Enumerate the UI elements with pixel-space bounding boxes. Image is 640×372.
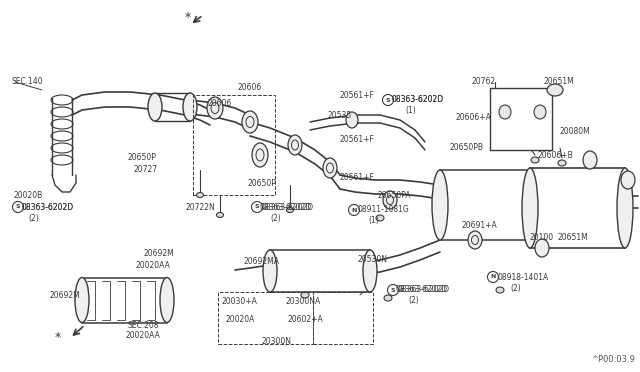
Text: *: * — [55, 331, 61, 344]
Ellipse shape — [621, 171, 635, 189]
Ellipse shape — [287, 208, 294, 212]
Text: S: S — [255, 205, 259, 209]
Ellipse shape — [207, 97, 223, 119]
Bar — [490, 88, 552, 150]
Text: S: S — [390, 288, 396, 292]
Text: 20651M: 20651M — [558, 234, 589, 243]
Text: 08363-6202D: 08363-6202D — [397, 285, 449, 295]
Text: 20727: 20727 — [133, 166, 157, 174]
Text: 20300NA: 20300NA — [285, 298, 320, 307]
Text: 08363-6202D: 08363-6202D — [392, 96, 444, 105]
Text: (2): (2) — [270, 214, 281, 222]
Ellipse shape — [252, 143, 268, 167]
Text: 08363-6202D: 08363-6202D — [391, 96, 443, 105]
Text: 20606+A: 20606+A — [455, 113, 491, 122]
Ellipse shape — [301, 292, 309, 298]
Text: 20606+B: 20606+B — [537, 151, 573, 160]
Ellipse shape — [499, 105, 511, 119]
Ellipse shape — [558, 160, 566, 166]
Text: 20020A: 20020A — [225, 315, 254, 324]
Text: 20020B: 20020B — [14, 192, 44, 201]
Ellipse shape — [242, 111, 258, 133]
Text: 08363-6202D: 08363-6202D — [21, 202, 73, 212]
Text: 20080M: 20080M — [560, 128, 591, 137]
Ellipse shape — [263, 250, 277, 292]
Ellipse shape — [216, 212, 223, 218]
Text: 20020AA: 20020AA — [135, 260, 170, 269]
Text: 20722N: 20722N — [185, 202, 215, 212]
Text: 20650P: 20650P — [248, 179, 277, 187]
Text: SEC.208: SEC.208 — [128, 321, 159, 330]
Text: (2): (2) — [408, 296, 419, 305]
Text: 08911-1081G: 08911-1081G — [358, 205, 410, 215]
Text: 20692MA: 20692MA — [243, 257, 279, 266]
Text: 20300N: 20300N — [262, 337, 292, 346]
Bar — [193, 95, 275, 195]
Bar — [440, 170, 535, 240]
Text: 20602+A: 20602+A — [288, 315, 324, 324]
Ellipse shape — [531, 157, 539, 163]
Ellipse shape — [617, 168, 633, 248]
Ellipse shape — [468, 231, 482, 249]
Text: (2): (2) — [510, 283, 521, 292]
Text: S: S — [16, 205, 20, 209]
Bar — [313, 292, 373, 344]
Text: 20530N: 20530N — [358, 256, 388, 264]
Text: (1): (1) — [368, 215, 379, 224]
Text: 08363-6202D: 08363-6202D — [260, 202, 312, 212]
Text: 20561+F: 20561+F — [340, 135, 375, 144]
Text: 20651M: 20651M — [543, 77, 573, 87]
Text: 08363-6202D: 08363-6202D — [396, 285, 448, 295]
Ellipse shape — [75, 278, 89, 323]
Ellipse shape — [148, 93, 162, 121]
Text: 08363-6202D: 08363-6202D — [22, 202, 74, 212]
Ellipse shape — [432, 170, 448, 240]
Text: 20650PB: 20650PB — [450, 144, 484, 153]
Bar — [218, 292, 313, 344]
Ellipse shape — [527, 170, 543, 240]
Text: 20100: 20100 — [530, 234, 554, 243]
Text: SEC.140: SEC.140 — [12, 77, 44, 87]
Text: N: N — [351, 208, 356, 212]
Ellipse shape — [160, 278, 174, 323]
Ellipse shape — [384, 295, 392, 301]
Text: 20020AA: 20020AA — [125, 331, 160, 340]
Text: 20650P: 20650P — [127, 154, 156, 163]
Bar — [270, 250, 370, 292]
Text: 20650PA: 20650PA — [378, 190, 412, 199]
Text: 20561+F: 20561+F — [340, 173, 375, 183]
Ellipse shape — [583, 151, 597, 169]
Text: 20535: 20535 — [328, 110, 352, 119]
Text: 20030+A: 20030+A — [222, 298, 258, 307]
Ellipse shape — [383, 191, 397, 209]
Text: N: N — [490, 275, 496, 279]
Ellipse shape — [323, 158, 337, 178]
Text: 20606: 20606 — [237, 83, 261, 92]
Ellipse shape — [522, 168, 538, 248]
Text: 08363-6202D: 08363-6202D — [261, 202, 313, 212]
Text: 20692M: 20692M — [143, 250, 173, 259]
Text: (1): (1) — [405, 106, 416, 115]
Ellipse shape — [363, 250, 377, 292]
Text: 20762: 20762 — [472, 77, 496, 87]
Ellipse shape — [534, 105, 546, 119]
Ellipse shape — [547, 84, 563, 96]
Ellipse shape — [183, 93, 197, 121]
Text: ^P00:03.9: ^P00:03.9 — [591, 355, 635, 364]
Text: 08918-1401A: 08918-1401A — [497, 273, 548, 282]
Ellipse shape — [346, 112, 358, 128]
Text: *: * — [185, 12, 191, 25]
Text: S: S — [386, 97, 390, 103]
Ellipse shape — [535, 239, 549, 257]
Ellipse shape — [496, 287, 504, 293]
Text: 20692M: 20692M — [50, 291, 81, 299]
Text: 20561+F: 20561+F — [340, 90, 375, 99]
Text: 20691+A: 20691+A — [461, 221, 497, 230]
Bar — [530, 168, 625, 248]
Text: 20606: 20606 — [208, 99, 232, 108]
Text: (2): (2) — [28, 214, 39, 222]
Ellipse shape — [196, 192, 204, 198]
Ellipse shape — [376, 215, 384, 221]
Ellipse shape — [288, 135, 302, 155]
